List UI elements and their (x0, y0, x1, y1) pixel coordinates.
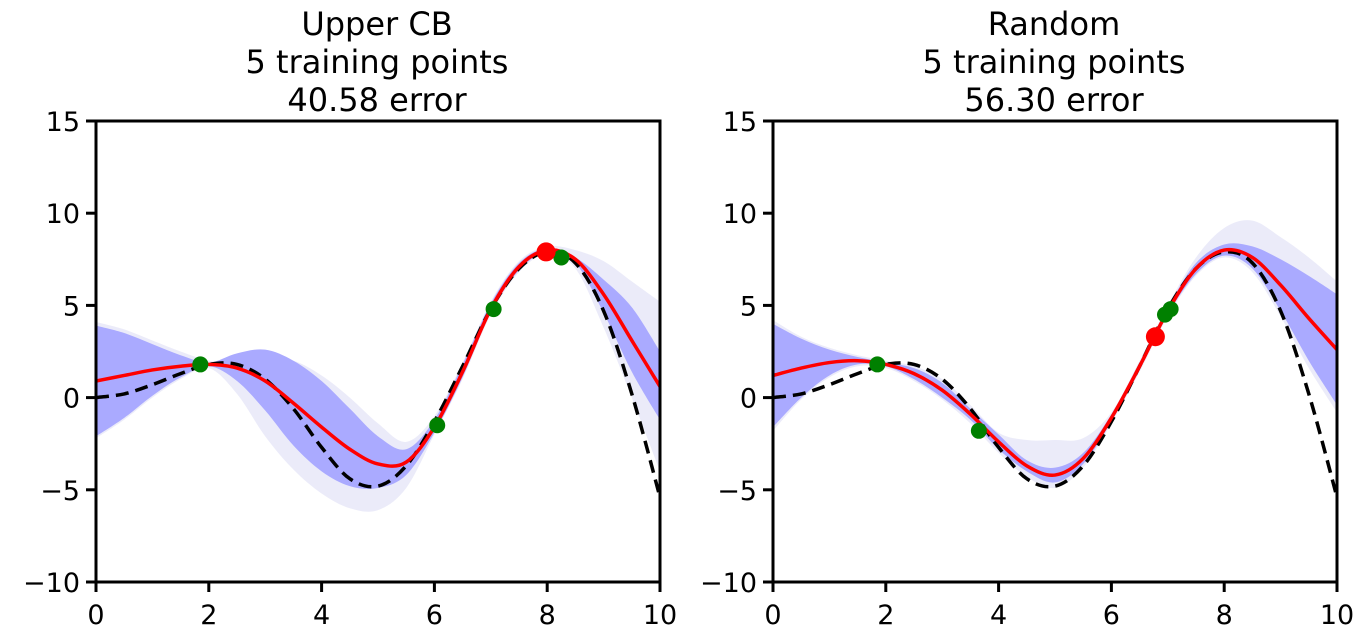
y-tick-label: 5 (740, 291, 757, 322)
next-query-point (536, 242, 556, 262)
chart-panel-random: Random 5 training points 56.30 error 0 2 4… (700, 5, 1354, 631)
chart-subtitle-points: 5 training points (923, 43, 1186, 81)
uncertainty-band-inner (96, 248, 660, 489)
axes-frame (771, 119, 1339, 584)
axes-frame (94, 119, 662, 584)
training-point (970, 422, 987, 439)
x-tick-label: 8 (1216, 600, 1233, 631)
training-point (1162, 301, 1179, 318)
x-tick-label: 10 (643, 600, 677, 631)
training-point (485, 301, 502, 318)
y-tick-label: −5 (40, 476, 80, 507)
training-point (192, 356, 209, 373)
y-tick-label: 10 (46, 199, 80, 230)
y-tick-label: −10 (700, 568, 757, 599)
x-tick-label: 2 (877, 600, 894, 631)
x-tick-label: 4 (313, 600, 330, 631)
training-point (429, 417, 446, 434)
chart-subtitle-error: 40.58 error (287, 81, 467, 119)
x-tick-label: 0 (764, 600, 781, 631)
x-tick-label: 6 (426, 600, 443, 631)
y-tick-label: 5 (63, 291, 80, 322)
x-tick-label: 10 (1320, 600, 1354, 631)
chart-panel-upper-cb: Upper CB 5 training points 40.58 error 0… (23, 5, 677, 631)
x-tick-label: 6 (1103, 600, 1120, 631)
next-query-point (1145, 327, 1165, 347)
y-tick-label: 0 (740, 384, 757, 415)
y-tick-label: 15 (46, 107, 80, 138)
chart-subtitle-points: 5 training points (246, 43, 509, 81)
uncertainty-band-outer (773, 220, 1337, 489)
predicted-mean-line (773, 247, 1337, 477)
training-point (869, 356, 886, 373)
true-function-line (96, 249, 660, 498)
plot-area (773, 220, 1337, 498)
y-tick-label: −5 (717, 476, 757, 507)
x-tick-label: 0 (87, 600, 104, 631)
y-tick-label: 15 (723, 107, 757, 138)
chart-title: Random (988, 5, 1120, 43)
chart-subtitle-error: 56.30 error (964, 81, 1144, 119)
y-tick-label: 10 (723, 199, 757, 230)
x-tick-label: 2 (200, 600, 217, 631)
x-tick-label: 4 (990, 600, 1007, 631)
y-tick-label: −10 (23, 568, 80, 599)
x-tick-label: 8 (539, 600, 556, 631)
y-tick-label: 0 (63, 384, 80, 415)
chart-title: Upper CB (301, 5, 452, 43)
plot-area (96, 245, 660, 512)
training-point (553, 249, 570, 266)
true-function-line (773, 249, 1337, 498)
